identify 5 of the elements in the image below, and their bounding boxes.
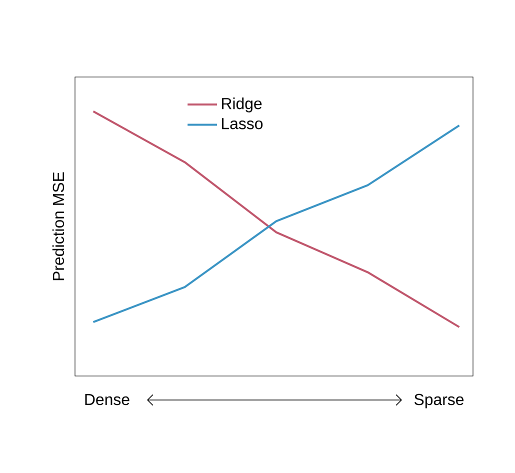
legend-label: Ridge bbox=[222, 98, 262, 112]
text: Sparse bbox=[414, 394, 464, 408]
y-axis-title: Prediction MSE bbox=[52, 172, 64, 280]
legend-label: Lasso bbox=[222, 118, 263, 130]
text: Dense bbox=[85, 394, 130, 406]
